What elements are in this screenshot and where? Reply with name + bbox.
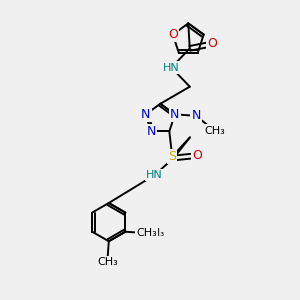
Text: O: O bbox=[207, 38, 217, 50]
Text: CH₃: CH₃ bbox=[98, 257, 116, 268]
Text: N: N bbox=[170, 108, 180, 121]
Text: CH₃: CH₃ bbox=[205, 125, 224, 136]
Text: S: S bbox=[168, 150, 176, 163]
Text: HN: HN bbox=[146, 170, 163, 180]
Text: N: N bbox=[147, 125, 156, 138]
Text: HN: HN bbox=[163, 63, 180, 73]
Text: CH₃: CH₃ bbox=[136, 228, 157, 238]
Text: N: N bbox=[141, 108, 150, 121]
Text: O: O bbox=[192, 149, 202, 162]
Text: N: N bbox=[147, 125, 156, 138]
Text: S: S bbox=[168, 149, 177, 164]
Text: CH₃: CH₃ bbox=[147, 228, 165, 238]
Text: CH₃: CH₃ bbox=[204, 125, 225, 136]
Text: O: O bbox=[168, 28, 178, 41]
Text: O: O bbox=[207, 38, 217, 50]
Text: N: N bbox=[170, 108, 180, 121]
Text: O: O bbox=[168, 28, 178, 41]
Text: HN: HN bbox=[146, 170, 163, 180]
Text: HN: HN bbox=[163, 63, 180, 73]
Text: N: N bbox=[141, 108, 150, 121]
Text: N: N bbox=[191, 109, 201, 122]
Text: N: N bbox=[191, 109, 201, 122]
Text: O: O bbox=[192, 149, 202, 162]
Text: CH₃: CH₃ bbox=[97, 257, 118, 268]
